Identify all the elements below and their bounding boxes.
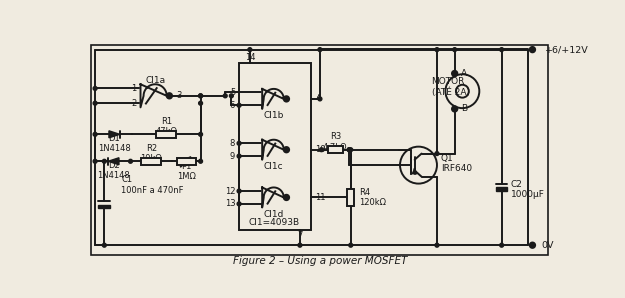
- Text: D1
1N4148: D1 1N4148: [98, 134, 131, 153]
- Circle shape: [530, 243, 535, 248]
- Text: 6: 6: [230, 101, 235, 110]
- Circle shape: [500, 243, 504, 247]
- Circle shape: [435, 152, 439, 156]
- Polygon shape: [109, 131, 120, 138]
- Circle shape: [237, 202, 241, 206]
- Text: R3
4,7kΩ: R3 4,7kΩ: [323, 132, 348, 152]
- Text: CI1a: CI1a: [145, 76, 165, 85]
- Polygon shape: [141, 84, 167, 107]
- Bar: [156, 131, 176, 138]
- Circle shape: [284, 147, 289, 152]
- Circle shape: [167, 93, 172, 99]
- Circle shape: [500, 48, 504, 52]
- Text: 7: 7: [298, 232, 302, 240]
- Circle shape: [318, 97, 322, 101]
- Text: 0V: 0V: [542, 241, 554, 250]
- Polygon shape: [496, 187, 508, 191]
- Circle shape: [452, 106, 458, 112]
- Circle shape: [248, 48, 252, 52]
- Text: 8: 8: [230, 139, 235, 148]
- Polygon shape: [108, 158, 119, 165]
- Text: R4
120kΩ: R4 120kΩ: [359, 188, 386, 207]
- Circle shape: [452, 71, 458, 76]
- Circle shape: [102, 159, 106, 163]
- Text: 11: 11: [315, 193, 326, 202]
- Circle shape: [199, 94, 202, 98]
- Circle shape: [237, 154, 241, 158]
- Text: 9: 9: [230, 152, 235, 161]
- Text: CI1d: CI1d: [264, 210, 284, 219]
- Circle shape: [93, 132, 97, 136]
- Circle shape: [318, 48, 322, 52]
- Bar: [141, 158, 161, 165]
- Text: +6/+12V: +6/+12V: [545, 45, 589, 54]
- Circle shape: [349, 148, 352, 152]
- Circle shape: [129, 159, 132, 163]
- Text: B: B: [461, 104, 467, 114]
- Circle shape: [93, 159, 97, 163]
- Polygon shape: [262, 140, 284, 160]
- Circle shape: [237, 103, 241, 107]
- Text: R1
47kΩ: R1 47kΩ: [156, 117, 178, 136]
- Circle shape: [199, 94, 202, 98]
- Circle shape: [93, 101, 97, 105]
- Circle shape: [452, 48, 457, 52]
- Text: C2
1000μF: C2 1000μF: [511, 180, 545, 199]
- Polygon shape: [262, 89, 284, 109]
- Circle shape: [237, 141, 241, 145]
- Circle shape: [349, 243, 352, 247]
- Text: CI1=4093B: CI1=4093B: [248, 218, 299, 227]
- Bar: [239, 63, 311, 230]
- Circle shape: [237, 189, 241, 193]
- Text: 4: 4: [315, 94, 321, 103]
- Text: C1
100nF a 470nF: C1 100nF a 470nF: [121, 175, 184, 195]
- Circle shape: [348, 148, 351, 152]
- Circle shape: [435, 243, 439, 247]
- Circle shape: [199, 132, 202, 136]
- Text: MOTOR
(ATÉ 2A): MOTOR (ATÉ 2A): [432, 77, 469, 97]
- Bar: [177, 158, 196, 165]
- Circle shape: [298, 243, 302, 247]
- Text: 3: 3: [176, 91, 181, 100]
- Text: P1
1MΩ: P1 1MΩ: [177, 162, 196, 181]
- Text: 12: 12: [225, 187, 235, 195]
- Text: CI1c: CI1c: [264, 162, 284, 171]
- Bar: [348, 189, 354, 206]
- Circle shape: [319, 148, 323, 152]
- Circle shape: [284, 96, 289, 102]
- Circle shape: [199, 159, 202, 163]
- Text: 14: 14: [244, 53, 255, 62]
- Text: D2
1N4148: D2 1N4148: [98, 161, 130, 180]
- Circle shape: [284, 195, 289, 200]
- Text: 13: 13: [224, 199, 235, 208]
- Circle shape: [93, 86, 97, 90]
- Text: 10: 10: [315, 145, 326, 154]
- Circle shape: [435, 48, 439, 52]
- Text: A: A: [461, 69, 467, 78]
- Circle shape: [102, 243, 106, 247]
- Bar: [328, 146, 343, 153]
- Text: Figure 2 – Using a power MOSFET: Figure 2 – Using a power MOSFET: [232, 256, 407, 266]
- Text: Q1
IRF640: Q1 IRF640: [441, 154, 472, 173]
- Circle shape: [223, 94, 227, 98]
- Circle shape: [229, 94, 233, 98]
- Text: 1: 1: [131, 84, 137, 93]
- Circle shape: [348, 148, 351, 152]
- Text: 4: 4: [315, 94, 321, 103]
- Polygon shape: [98, 205, 111, 208]
- Text: 2: 2: [131, 99, 137, 108]
- Polygon shape: [262, 187, 284, 207]
- Circle shape: [530, 47, 535, 52]
- Text: R2
10kΩ: R2 10kΩ: [141, 144, 162, 163]
- Text: CI1b: CI1b: [264, 111, 284, 120]
- Circle shape: [199, 101, 202, 105]
- Text: 5: 5: [230, 88, 235, 97]
